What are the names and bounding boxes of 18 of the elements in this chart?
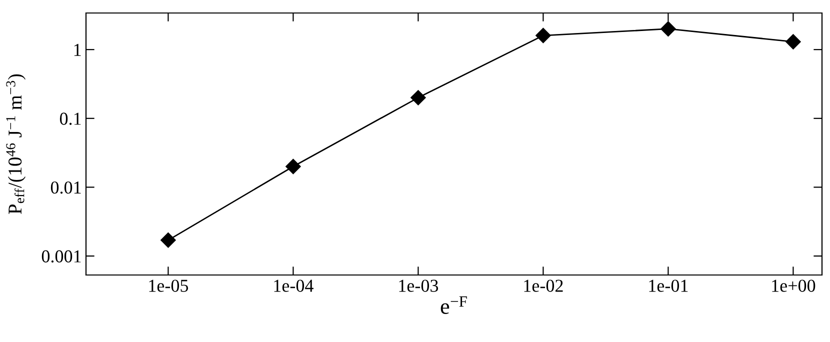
x-tick-label: 1e-03 [399, 280, 438, 292]
x-axis-title: e$^{−F}$ [440, 296, 467, 314]
point [786, 34, 801, 50]
y-tick-label: 1 [74, 44, 81, 56]
point [410, 90, 426, 106]
point [536, 28, 551, 44]
x-tick-label: 1e+00 [772, 280, 816, 292]
point [286, 158, 301, 174]
y-tick-label: 0.1 [60, 112, 81, 125]
point [660, 21, 676, 36]
y-tick-label: 0.001 [42, 250, 81, 263]
x-tick-label: 1e-04 [274, 280, 314, 292]
x-tick-label: 1e-05 [149, 280, 188, 292]
x-tick-label: 1e-01 [649, 280, 688, 292]
y-tick-label: 0.01 [50, 181, 81, 194]
x-tick-label: 1e-02 [524, 280, 563, 292]
point [160, 232, 176, 248]
text: P$_{eff}$/(10$^{46}$ J$^{−1}$ m$^{−3}$) [6, 74, 26, 214]
